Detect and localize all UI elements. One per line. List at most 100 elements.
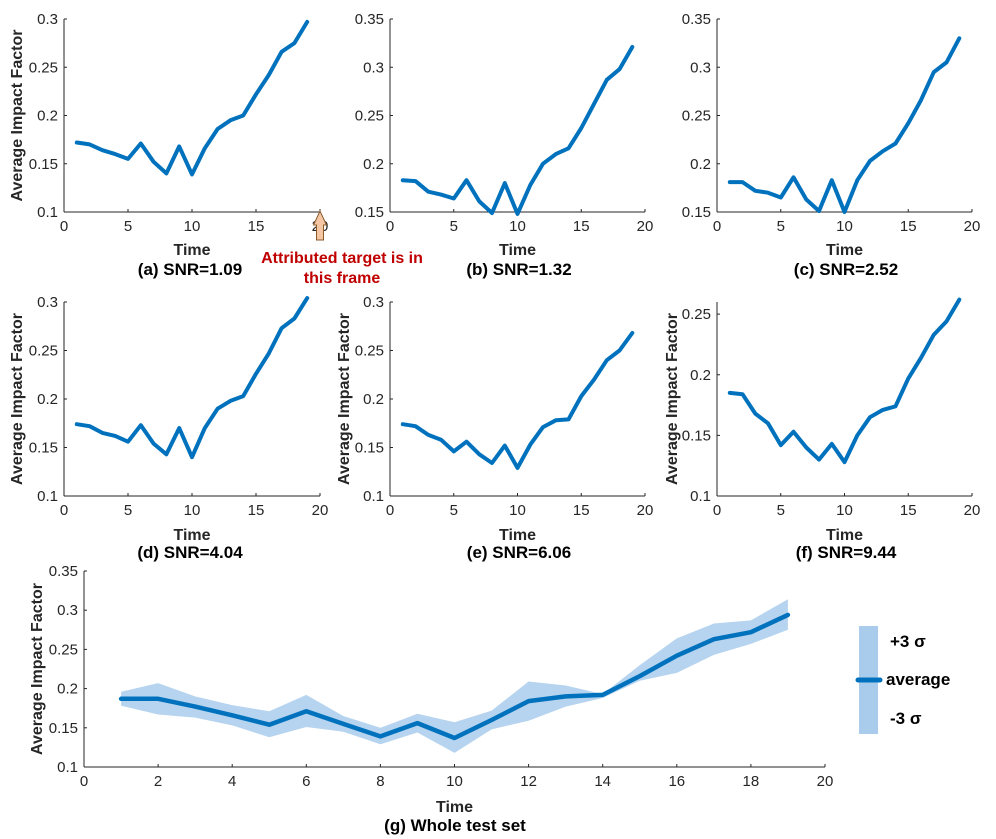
x-tick-label: 10 <box>836 218 853 235</box>
x-tick-label: 12 <box>520 773 537 790</box>
series-line <box>727 36 962 214</box>
x-axis-label: Time <box>173 242 210 259</box>
y-tick-label: 0.35 <box>49 563 78 580</box>
x-tick-label: 0 <box>60 218 68 235</box>
x-tick-label: 18 <box>743 773 760 790</box>
y-tick-label: 0.1 <box>37 204 58 221</box>
annotation-line-1: Attributed target is in <box>261 250 423 267</box>
x-tick-label: 5 <box>450 502 458 519</box>
y-tick-label: 0.3 <box>57 602 78 619</box>
y-tick-label: 0.35 <box>682 11 711 28</box>
y-tick-label: 0.3 <box>363 59 384 76</box>
panel-4: 0 5 10 15 20 0.1 0.15 0.2 0.25 0.3 Time Average Imp… <box>9 294 328 562</box>
panel-caption: (e) SNR=6.06 <box>467 543 571 562</box>
y-tick-label: 0.2 <box>690 156 711 173</box>
x-tick-label: 20 <box>312 502 329 519</box>
x-tick-label: 5 <box>777 218 785 235</box>
x-axis-label: Time <box>499 242 536 259</box>
sigma-band <box>121 599 788 753</box>
series-line <box>727 297 962 465</box>
x-tick-label: 20 <box>637 218 654 235</box>
x-tick-label: 2 <box>154 773 162 790</box>
x-tick-label: 15 <box>900 502 917 519</box>
x-tick-label: 0 <box>386 502 394 519</box>
y-tick-label: 0.3 <box>37 294 58 311</box>
y-tick-label: 0.3 <box>363 294 384 311</box>
y-tick-label: 0.1 <box>363 488 384 505</box>
legend-average-label: average <box>886 670 950 689</box>
panel-7: 0 2 4 6 8 10 12 14 16 18 20 0.1 0.15 0.2 0.25 0.3 0.35 Ti… <box>29 563 833 835</box>
y-tick-label: 0.15 <box>355 204 384 221</box>
y-tick-label: 0.2 <box>57 681 78 698</box>
panel-caption: (f) SNR=9.44 <box>796 543 897 562</box>
x-tick-label: 15 <box>573 502 590 519</box>
y-tick-label: 0.1 <box>690 488 711 505</box>
y-tick-label: 0.2 <box>363 391 384 408</box>
x-tick-label: 15 <box>248 218 265 235</box>
x-axis-label: Time <box>173 527 210 544</box>
x-tick-label: 10 <box>184 218 201 235</box>
x-axis-label: Time <box>436 799 473 816</box>
x-tick-label: 10 <box>184 502 201 519</box>
y-tick-label: 0.2 <box>363 156 384 173</box>
x-tick-label: 10 <box>836 502 853 519</box>
x-tick-label: 8 <box>376 773 384 790</box>
x-tick-label: 5 <box>777 502 785 519</box>
y-tick-label: 0.3 <box>690 59 711 76</box>
y-axis-label: Average Impact Factor <box>9 313 26 485</box>
x-axis-label: Time <box>826 242 863 259</box>
x-tick-label: 0 <box>60 502 68 519</box>
series-line <box>400 331 635 470</box>
panel-caption: (g) Whole test set <box>384 816 526 835</box>
y-axis-label: Average Impact Factor <box>336 313 353 485</box>
panel-caption: (b) SNR=1.32 <box>466 260 571 279</box>
legend-upper-label: +3 σ <box>890 632 926 651</box>
x-axis-label: Time <box>826 527 863 544</box>
panel-6: 0 5 10 15 20 0.1 0.15 0.2 0.25 Time Average Impact… <box>664 297 981 562</box>
x-tick-label: 15 <box>248 502 265 519</box>
x-tick-label: 5 <box>124 502 132 519</box>
annotation: Attributed target is in this frame <box>261 209 423 287</box>
x-tick-label: 0 <box>80 773 88 790</box>
x-tick-label: 0 <box>713 218 721 235</box>
y-tick-label: 0.3 <box>37 11 58 28</box>
panel-2: 0 5 10 15 20 0.15 0.2 0.25 0.3 0.35 Time(b) SNR=1.… <box>355 11 654 279</box>
y-axis-label: Average Impact Factor <box>9 30 26 202</box>
y-tick-label: 0.15 <box>682 204 711 221</box>
y-tick-label: 0.15 <box>682 427 711 444</box>
x-tick-label: 20 <box>964 502 981 519</box>
y-tick-label: 0.25 <box>682 306 711 323</box>
x-tick-label: 4 <box>228 773 236 790</box>
x-tick-label: 15 <box>900 218 917 235</box>
x-tick-label: 0 <box>713 502 721 519</box>
y-tick-label: 0.25 <box>29 59 58 76</box>
y-tick-label: 0.25 <box>49 641 78 658</box>
y-tick-label: 0.15 <box>29 156 58 173</box>
panel-5: 0 5 10 15 20 0.1 0.15 0.2 0.25 0.3 Time Average Imp… <box>336 294 653 562</box>
panel-caption: (d) SNR=4.04 <box>137 543 243 562</box>
x-tick-label: 20 <box>817 773 834 790</box>
y-tick-label: 0.25 <box>355 108 384 125</box>
x-axis-label: Time <box>499 527 536 544</box>
x-tick-label: 15 <box>573 218 590 235</box>
panel-caption: (a) SNR=1.09 <box>138 260 242 279</box>
x-tick-label: 20 <box>637 502 654 519</box>
y-tick-label: 0.2 <box>690 367 711 384</box>
y-tick-label: 0.1 <box>57 759 78 776</box>
series-line <box>74 19 310 177</box>
y-tick-label: 0.15 <box>355 440 384 457</box>
y-tick-label: 0.15 <box>49 720 78 737</box>
y-tick-label: 0.25 <box>29 343 58 360</box>
series-line-average <box>118 612 791 741</box>
annotation-arrow <box>312 209 328 241</box>
legend-lower-label: -3 σ <box>890 709 922 728</box>
x-tick-label: 20 <box>964 218 981 235</box>
panel-3: 0 5 10 15 20 0.15 0.2 0.25 0.3 0.35 Time(c) SNR=2.… <box>682 11 981 279</box>
x-tick-label: 5 <box>124 218 132 235</box>
y-tick-label: 0.15 <box>29 440 58 457</box>
legend: +3 σ average -3 σ <box>855 626 950 734</box>
y-axis-label: Average Impact Factor <box>664 313 681 485</box>
x-tick-label: 5 <box>450 218 458 235</box>
panel-caption: (c) SNR=2.52 <box>794 260 898 279</box>
